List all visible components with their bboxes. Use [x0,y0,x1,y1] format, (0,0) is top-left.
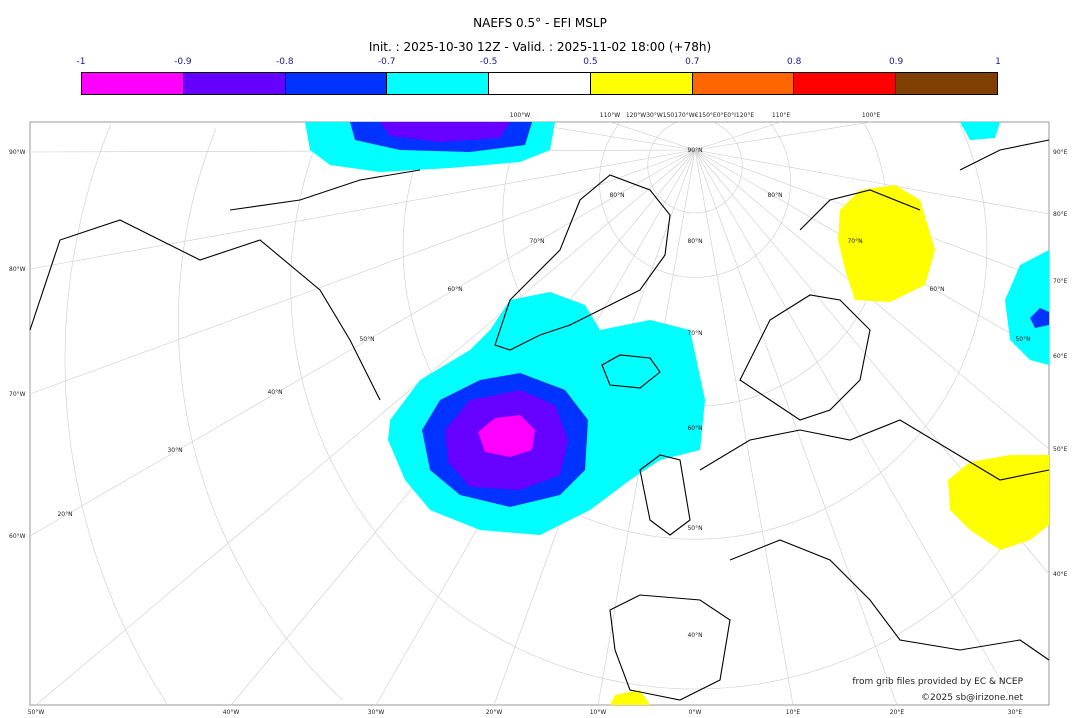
coord-label: 50°N [359,336,374,343]
colorbar-tick: 0.5 [583,57,598,67]
meridian-line [29,149,696,395]
meridian-line [35,149,696,706]
colorbar-swatch [183,73,286,94]
map-title: NAEFS 0.5° - EFI MSLP [473,16,607,30]
colorbar-tick: 0.8 [787,57,802,67]
coord-label: 40°N [687,632,702,639]
coord-label: 110°W [600,112,620,119]
coord-label: 70°E [1053,278,1068,285]
colorbar-tick: 0.7 [685,57,700,67]
coord-label: 70°N [847,238,862,245]
coord-label: 10°W [590,709,607,716]
coord-label: 50°W [28,709,45,716]
colorbar-tick: -0.7 [377,57,396,67]
colorbar-swatch [896,73,998,94]
parallel-line [64,123,167,704]
map-subtitle: Init. : 2025-10-30 12Z - Valid. : 2025-1… [368,40,712,54]
meridian-line [694,149,898,706]
coord-label: 20°W [486,709,503,716]
coord-label: 80°W [9,266,26,273]
coord-label: 50°N [687,525,702,532]
coord-label: 80°N [767,192,782,199]
colorbar [81,72,998,95]
coord-label: 20°N [57,511,72,518]
coord-label: 60°E [1053,353,1068,360]
coord-label: 80°N [687,238,702,245]
coord-label: 60°N [687,425,702,432]
coord-label: 70°W [9,391,26,398]
coord-label: 100°W [510,112,530,119]
coord-label: 30°W [368,709,385,716]
coord-label: 40°E [1053,571,1068,578]
meridian-line [694,149,1016,706]
coord-label: 40°N [267,389,282,396]
credit-copyright: ©2025 sb@irizone.net [921,693,1023,703]
colorbar-swatch [82,73,184,94]
coastlines [29,139,1050,701]
coord-label: 120°W30°W150170°W€150°E0°E0°I120°E [626,112,754,119]
colorbar-tick: 1 [995,57,1001,67]
colorbar-swatch [285,73,388,94]
coord-label: 20°E [890,709,905,716]
axis-labels: 90°W 80°W 70°W 60°W 90°E 80°E 70°E 60°E 50°E 40°E… [9,112,1068,716]
coord-label: 70°N [529,238,544,245]
meridian-line [29,149,696,270]
coord-label: 70°N [687,330,702,337]
coord-label: 90°N [687,147,702,154]
parallel-line [647,122,743,214]
coord-label: 30°N [167,447,182,454]
meridian-line [29,149,696,537]
colorbar-tick: -0.8 [275,57,294,67]
colorbar-swatch [489,73,591,94]
meridian-line [694,121,782,151]
coord-label: 80°N [609,192,624,199]
coord-label: 90°W [9,149,26,156]
credit-source: from grib files provided by EC & NCEP [852,677,1023,687]
coord-label: 50°N [1015,336,1030,343]
meridian-line [609,121,696,151]
coord-label: 30°E [1008,709,1023,716]
coord-label: 60°N [929,286,944,293]
coord-label: 110°E [772,112,790,119]
colorbar-tick: 0.9 [888,57,904,67]
parallel-line [290,126,1049,690]
coord-label: 60°N [447,286,462,293]
colorbar-swatch [794,73,897,94]
colorbar-tick: -0.5 [479,57,498,67]
coord-label: 100°E [862,112,880,119]
colorbar-swatch [692,73,795,94]
coord-label: 40°W [223,709,240,716]
coord-label: 0°W [689,709,702,716]
meridian-line [694,149,794,706]
coord-label: 90°E [1053,149,1068,156]
meridian-line [694,121,872,151]
colorbar-tick: -0.9 [174,57,192,67]
coord-label: 80°E [1053,211,1068,218]
coord-label: 50°E [1053,446,1068,453]
colorbar-swatch [387,73,490,94]
colorbar-tick: -1 [76,57,86,67]
coord-label: 10°E [786,709,801,716]
colorbar-swatch [590,73,693,94]
parallel-line [599,122,791,278]
coord-label: 60°W [9,533,26,540]
parallel-line [402,123,988,540]
meridian-line [694,149,1050,215]
efi-fields [305,122,1049,705]
parallel-line [178,128,343,701]
